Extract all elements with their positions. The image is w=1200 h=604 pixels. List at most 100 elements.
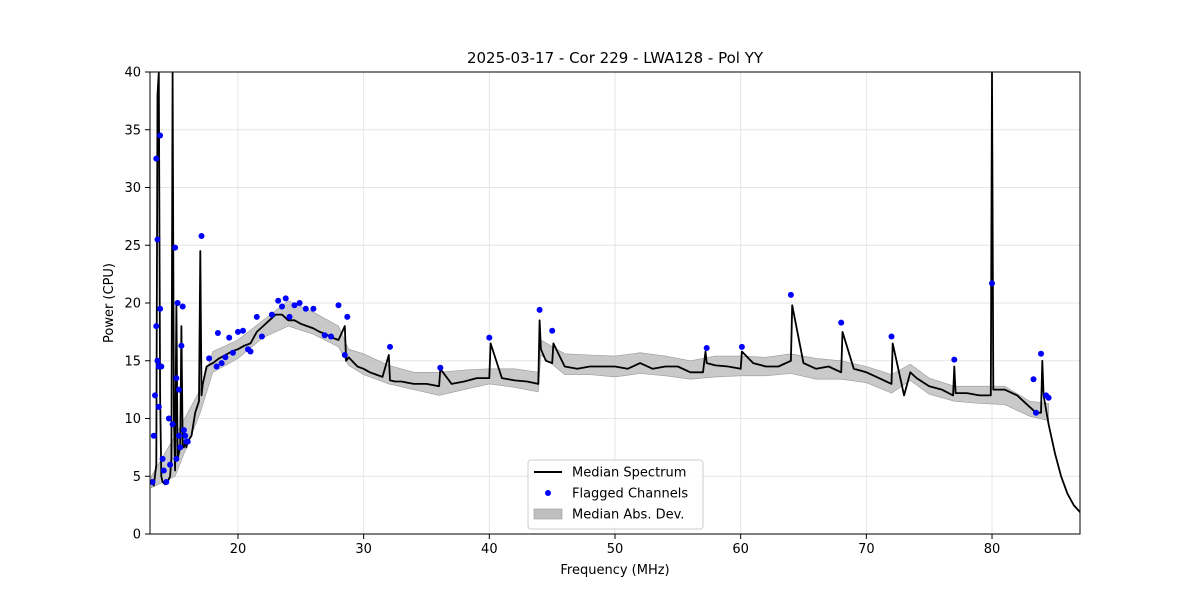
flagged-point [235,328,241,335]
x-tick-label: 30 [355,542,372,557]
plot-area [150,72,1080,513]
flagged-point [229,349,236,356]
flagged-point [253,313,260,320]
flagged-point [153,323,160,330]
flagged-point [150,479,156,485]
flagged-channels [150,132,1052,485]
x-tick-label: 80 [984,542,1001,557]
flagged-point [247,348,254,355]
x-tick-label: 50 [607,542,624,557]
flagged-point [206,355,213,362]
y-tick-label: 15 [124,354,141,369]
flagged-point [240,327,246,334]
flagged-point [279,303,285,310]
flagged-point [286,313,293,320]
flagged-point [159,455,166,462]
flagged-point [275,297,282,304]
flagged-point [180,427,187,434]
y-tick-label: 20 [124,297,141,312]
flagged-point [154,357,161,364]
axis-ticks: 20 30 40 50 60 70 80 0 5 10 15 20 25 30 35 40 [124,66,1000,558]
y-tick-label: 0 [133,528,141,543]
flagged-point [951,356,958,363]
y-axis-label: Power (CPU) [102,263,117,343]
flagged-point [158,363,165,370]
flagged-point [174,300,181,306]
flagged-point [173,375,180,382]
flagged-point [175,432,182,439]
y-tick-label: 35 [124,123,141,138]
flagged-point [177,444,184,451]
x-axis-label: Frequency (MHz) [560,563,669,578]
chart-title: 2025-03-17 - Cor 229 - LWA128 - Pol YY [467,49,764,67]
flagged-point [160,467,167,474]
flagged-point [536,306,543,313]
flagged-point [157,305,164,312]
legend-flagged-swatch [545,490,551,496]
flagged-point [173,455,180,462]
y-tick-label: 10 [124,412,141,427]
flagged-point [310,305,317,312]
legend: Median Spectrum Flagged Channels Median … [527,459,704,530]
flagged-point [328,333,334,340]
flagged-point [486,334,493,341]
flagged-point [282,295,289,302]
legend-median-label: Median Spectrum [572,466,686,481]
flagged-point [1045,394,1052,401]
legend-mad-label: Median Abs. Dev. [572,508,684,523]
x-tick-label: 60 [732,542,749,557]
flagged-point [178,342,185,349]
flagged-point [549,327,556,334]
flagged-point [165,415,172,422]
flagged-point [787,291,794,298]
flagged-point [838,319,845,326]
flagged-point [222,354,229,361]
flagged-point [258,333,265,340]
flagged-point [169,421,176,428]
flagged-point [387,343,393,350]
y-tick-label: 5 [133,470,141,485]
y-tick-label: 30 [124,181,141,196]
flagged-point [1038,350,1044,357]
flagged-point [155,403,162,410]
flagged-point [175,386,182,393]
y-tick-label: 40 [124,66,141,81]
flagged-point [218,360,225,367]
flagged-point [150,432,157,439]
flagged-point [167,461,174,468]
y-tick-label: 25 [124,239,141,254]
flagged-point [154,236,161,243]
flagged-point [344,313,351,320]
flagged-point [179,303,186,310]
flagged-point [153,155,160,162]
legend-flagged-label: Flagged Channels [572,487,688,502]
flagged-point [302,305,309,312]
flagged-point [738,343,745,350]
x-tick-label: 70 [858,542,875,557]
flagged-point [321,332,328,339]
flagged-point [888,333,895,340]
legend-mad-swatch [533,508,563,520]
flagged-point [1030,376,1037,383]
flagged-point [163,479,170,485]
flagged-point [213,363,220,370]
flagged-point [341,352,348,358]
flagged-point [268,311,275,318]
flagged-point [703,345,710,351]
flagged-point [335,302,342,309]
flagged-point [214,330,221,336]
x-tick-label: 20 [230,542,247,557]
flagged-point [198,233,205,239]
flagged-point [184,438,191,445]
x-tick-label: 40 [481,542,498,557]
flagged-point [226,334,233,341]
flagged-point [437,364,444,371]
flagged-point [989,280,995,287]
flagged-point [296,300,303,306]
flagged-point [172,244,179,251]
flagged-point [1033,409,1039,416]
flagged-point [291,302,298,309]
legend-box [527,459,704,530]
